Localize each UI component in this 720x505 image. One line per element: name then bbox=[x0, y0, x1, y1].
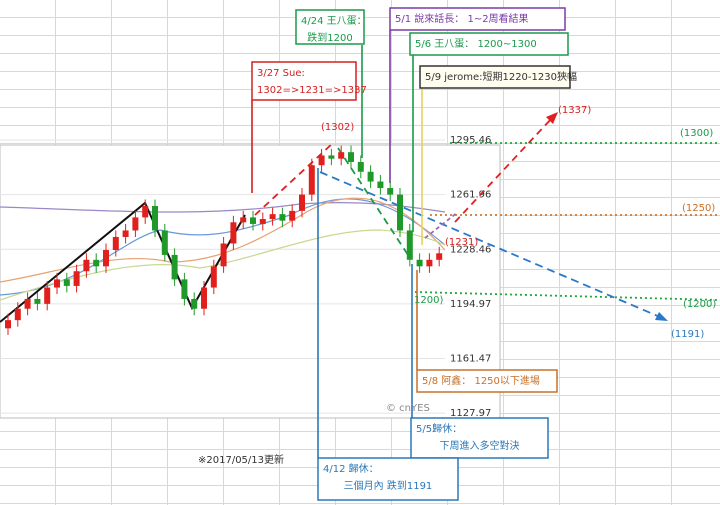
pointer-arrows bbox=[251, 30, 423, 458]
candle-body bbox=[24, 298, 31, 309]
candle-body bbox=[397, 194, 403, 231]
annotation-text: 4/12 歸休： bbox=[323, 462, 379, 475]
annotation-box bbox=[410, 417, 549, 459]
update-note: ※2017/05/13更新 bbox=[198, 453, 284, 466]
candle-body bbox=[142, 205, 149, 218]
price-label: (1300) bbox=[680, 128, 713, 139]
annotation-text: 三個月內 跌到1191 bbox=[344, 479, 433, 492]
price-label: 1200) bbox=[414, 295, 443, 306]
annotation-box bbox=[295, 9, 365, 45]
candle-body bbox=[338, 152, 345, 159]
candle-body bbox=[112, 236, 119, 251]
candle-body bbox=[54, 279, 60, 288]
annotation-box bbox=[251, 61, 357, 101]
annotation-text: 5/8 阿鑫： 1250以下進場 bbox=[422, 374, 540, 387]
candle-body bbox=[259, 219, 266, 224]
y-tick-label: 1127.97 bbox=[450, 408, 491, 419]
y-tick-label: 1194.97 bbox=[450, 299, 491, 310]
annotation-text: 5/6 王八蛋： 1200~1300 bbox=[415, 38, 537, 50]
annotation-text: 5/9 jerome:短期1220-1230狹幅 bbox=[425, 70, 577, 83]
y-tick-label: 1161.47 bbox=[450, 354, 491, 365]
candle-body bbox=[63, 279, 70, 286]
annotation-box bbox=[317, 457, 459, 501]
candle-body bbox=[308, 165, 315, 195]
trend-lines bbox=[0, 112, 720, 323]
annotation-box bbox=[416, 369, 558, 393]
candle-body bbox=[299, 194, 305, 211]
candle-body bbox=[171, 254, 178, 280]
candle-body bbox=[240, 217, 247, 223]
price-label: (1302) bbox=[321, 122, 354, 133]
annotation-text: 3/27 Sue: bbox=[257, 68, 305, 79]
y-tick-label: 1295.46 bbox=[450, 135, 491, 146]
candle-body bbox=[269, 214, 276, 220]
annotation-text: 5/5歸休： bbox=[416, 422, 462, 435]
annotation-text: 4/24 王八蛋： bbox=[301, 15, 367, 27]
price-label: (1191) bbox=[671, 329, 704, 340]
candle-body bbox=[201, 287, 207, 309]
candle-body bbox=[289, 210, 296, 221]
price-label: (1200) bbox=[683, 299, 716, 310]
candle-body bbox=[220, 243, 227, 267]
candle-body bbox=[132, 217, 139, 231]
candle-body bbox=[34, 298, 41, 304]
candle-body bbox=[328, 155, 335, 159]
annotation-box bbox=[409, 32, 569, 56]
candle-body bbox=[436, 253, 443, 260]
annotation-text: 5/1 說來話長： 1~2周看結果 bbox=[395, 12, 529, 25]
candle-body bbox=[44, 287, 51, 304]
candle-body bbox=[5, 320, 11, 329]
candle-body bbox=[377, 181, 384, 189]
watermark: © cnYES bbox=[386, 403, 430, 414]
annotation-text: 下周進入多空對決 bbox=[440, 439, 520, 452]
candle-body bbox=[83, 259, 90, 272]
candle-body bbox=[181, 279, 188, 299]
price-label: (1250) bbox=[682, 203, 715, 214]
candle-body bbox=[73, 271, 80, 286]
candle-body bbox=[348, 152, 354, 162]
candle-body bbox=[161, 230, 168, 255]
annotation-box bbox=[389, 7, 566, 31]
candle-body bbox=[122, 230, 129, 237]
annotation-box bbox=[419, 65, 571, 89]
candle-body bbox=[406, 230, 413, 260]
candle-body bbox=[152, 205, 158, 231]
annotation-text: 跌到1200 bbox=[307, 31, 352, 44]
candle-body bbox=[318, 155, 325, 166]
y-tick-label: 1228.46 bbox=[450, 244, 491, 255]
candle-body bbox=[191, 298, 198, 309]
price-label: (1231) bbox=[445, 237, 478, 248]
candle-body bbox=[426, 259, 433, 267]
candle-body bbox=[14, 308, 21, 321]
candle-body bbox=[93, 259, 100, 267]
candle-body bbox=[416, 259, 423, 267]
candle-body bbox=[230, 222, 237, 244]
candle-body bbox=[210, 266, 217, 288]
price-label: (1337) bbox=[558, 105, 591, 116]
candle-body bbox=[387, 188, 394, 195]
candle-body bbox=[103, 250, 109, 267]
candle-body bbox=[250, 217, 256, 224]
candle-body bbox=[279, 214, 286, 221]
y-tick-label: 1261.96 bbox=[450, 190, 491, 201]
annotation-text: 1302=>1231=>1337 bbox=[257, 85, 367, 96]
candle-body bbox=[357, 161, 364, 172]
candle-body bbox=[367, 171, 374, 182]
